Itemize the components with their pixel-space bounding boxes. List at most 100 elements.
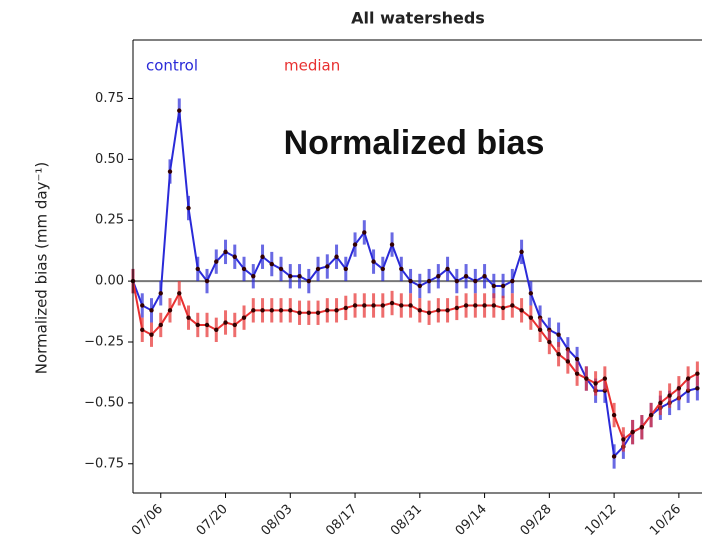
data-point xyxy=(695,371,700,376)
data-point xyxy=(380,303,386,308)
data-point xyxy=(639,425,645,430)
data-point xyxy=(343,305,348,311)
data-point xyxy=(306,310,311,315)
data-point xyxy=(648,412,654,418)
data-point xyxy=(519,249,524,255)
data-point xyxy=(611,412,617,418)
data-point xyxy=(297,274,302,279)
legend-label: median xyxy=(284,57,340,75)
data-point xyxy=(593,381,598,386)
chart-title: All watersheds xyxy=(351,9,485,28)
data-point xyxy=(306,278,311,284)
data-point xyxy=(491,283,497,289)
x-tick-label: 08/17 xyxy=(323,502,360,539)
data-point xyxy=(695,386,700,391)
data-point xyxy=(325,264,330,269)
data-point xyxy=(454,305,460,311)
data-point xyxy=(574,371,580,376)
data-point xyxy=(399,266,404,272)
data-point xyxy=(140,327,145,333)
data-point xyxy=(556,332,561,337)
data-point xyxy=(149,308,154,313)
data-point xyxy=(528,291,534,296)
data-point xyxy=(158,291,163,296)
data-point xyxy=(195,266,200,272)
data-point xyxy=(537,327,543,333)
data-point xyxy=(315,310,321,315)
data-point xyxy=(204,278,210,284)
x-tick-label: 10/12 xyxy=(582,502,619,539)
y-tick-label: −0.75 xyxy=(84,456,124,471)
data-point xyxy=(334,308,339,313)
data-point xyxy=(251,274,256,279)
x-tick-label: 08/31 xyxy=(388,502,425,539)
x-tick-label: 07/20 xyxy=(194,502,231,539)
data-point xyxy=(602,376,608,381)
y-tick-label: 0.25 xyxy=(95,213,124,228)
x-tick-label: 09/28 xyxy=(518,502,555,539)
data-point xyxy=(417,308,423,313)
data-point xyxy=(426,278,432,284)
data-point xyxy=(510,278,515,284)
data-point xyxy=(352,242,358,247)
legend-label: control xyxy=(146,57,198,75)
data-point xyxy=(362,230,367,235)
plot-area xyxy=(130,98,702,469)
data-point xyxy=(214,259,219,264)
data-point xyxy=(260,254,265,259)
data-point xyxy=(362,303,367,308)
data-point xyxy=(463,303,469,308)
data-point xyxy=(676,386,682,391)
data-point xyxy=(584,376,589,381)
data-point xyxy=(325,308,330,313)
data-point xyxy=(223,320,228,325)
data-point xyxy=(556,351,561,357)
data-point xyxy=(685,376,691,381)
data-point xyxy=(232,322,237,328)
annotation: Normalized bias xyxy=(284,124,545,162)
data-point xyxy=(278,266,284,272)
data-point xyxy=(149,332,154,337)
data-point xyxy=(630,429,635,435)
data-point xyxy=(241,315,247,320)
x-tick-label: 07/06 xyxy=(129,502,166,539)
data-point xyxy=(214,327,219,333)
data-point xyxy=(399,303,404,308)
data-point xyxy=(269,261,274,267)
data-point xyxy=(177,108,182,113)
data-point xyxy=(371,303,376,308)
data-point xyxy=(565,359,571,364)
data-point xyxy=(251,308,256,313)
data-point xyxy=(241,266,247,272)
data-point xyxy=(297,310,302,315)
data-point xyxy=(186,315,191,320)
data-point xyxy=(500,283,506,289)
data-point xyxy=(473,303,478,308)
data-point xyxy=(140,303,145,308)
data-point xyxy=(658,400,663,406)
y-tick-label: −0.25 xyxy=(84,335,124,350)
data-point xyxy=(232,254,237,259)
data-point xyxy=(334,254,339,259)
data-point xyxy=(519,308,524,313)
data-point xyxy=(574,356,580,362)
data-point xyxy=(343,266,348,272)
data-point xyxy=(445,266,450,272)
data-point xyxy=(288,308,293,313)
data-point xyxy=(352,303,358,308)
data-point xyxy=(167,308,173,313)
data-point xyxy=(482,303,487,308)
data-point xyxy=(269,308,274,313)
data-point xyxy=(389,300,395,306)
data-point xyxy=(278,308,284,313)
data-point xyxy=(260,308,265,313)
data-point xyxy=(454,278,460,284)
data-point xyxy=(436,308,441,313)
y-tick-label: 0.00 xyxy=(95,274,124,289)
data-point xyxy=(408,278,413,284)
data-point xyxy=(204,322,210,328)
y-axis-label: Normalized bias (mm day⁻¹) xyxy=(33,162,51,375)
data-point xyxy=(186,205,191,211)
data-point xyxy=(167,169,173,174)
